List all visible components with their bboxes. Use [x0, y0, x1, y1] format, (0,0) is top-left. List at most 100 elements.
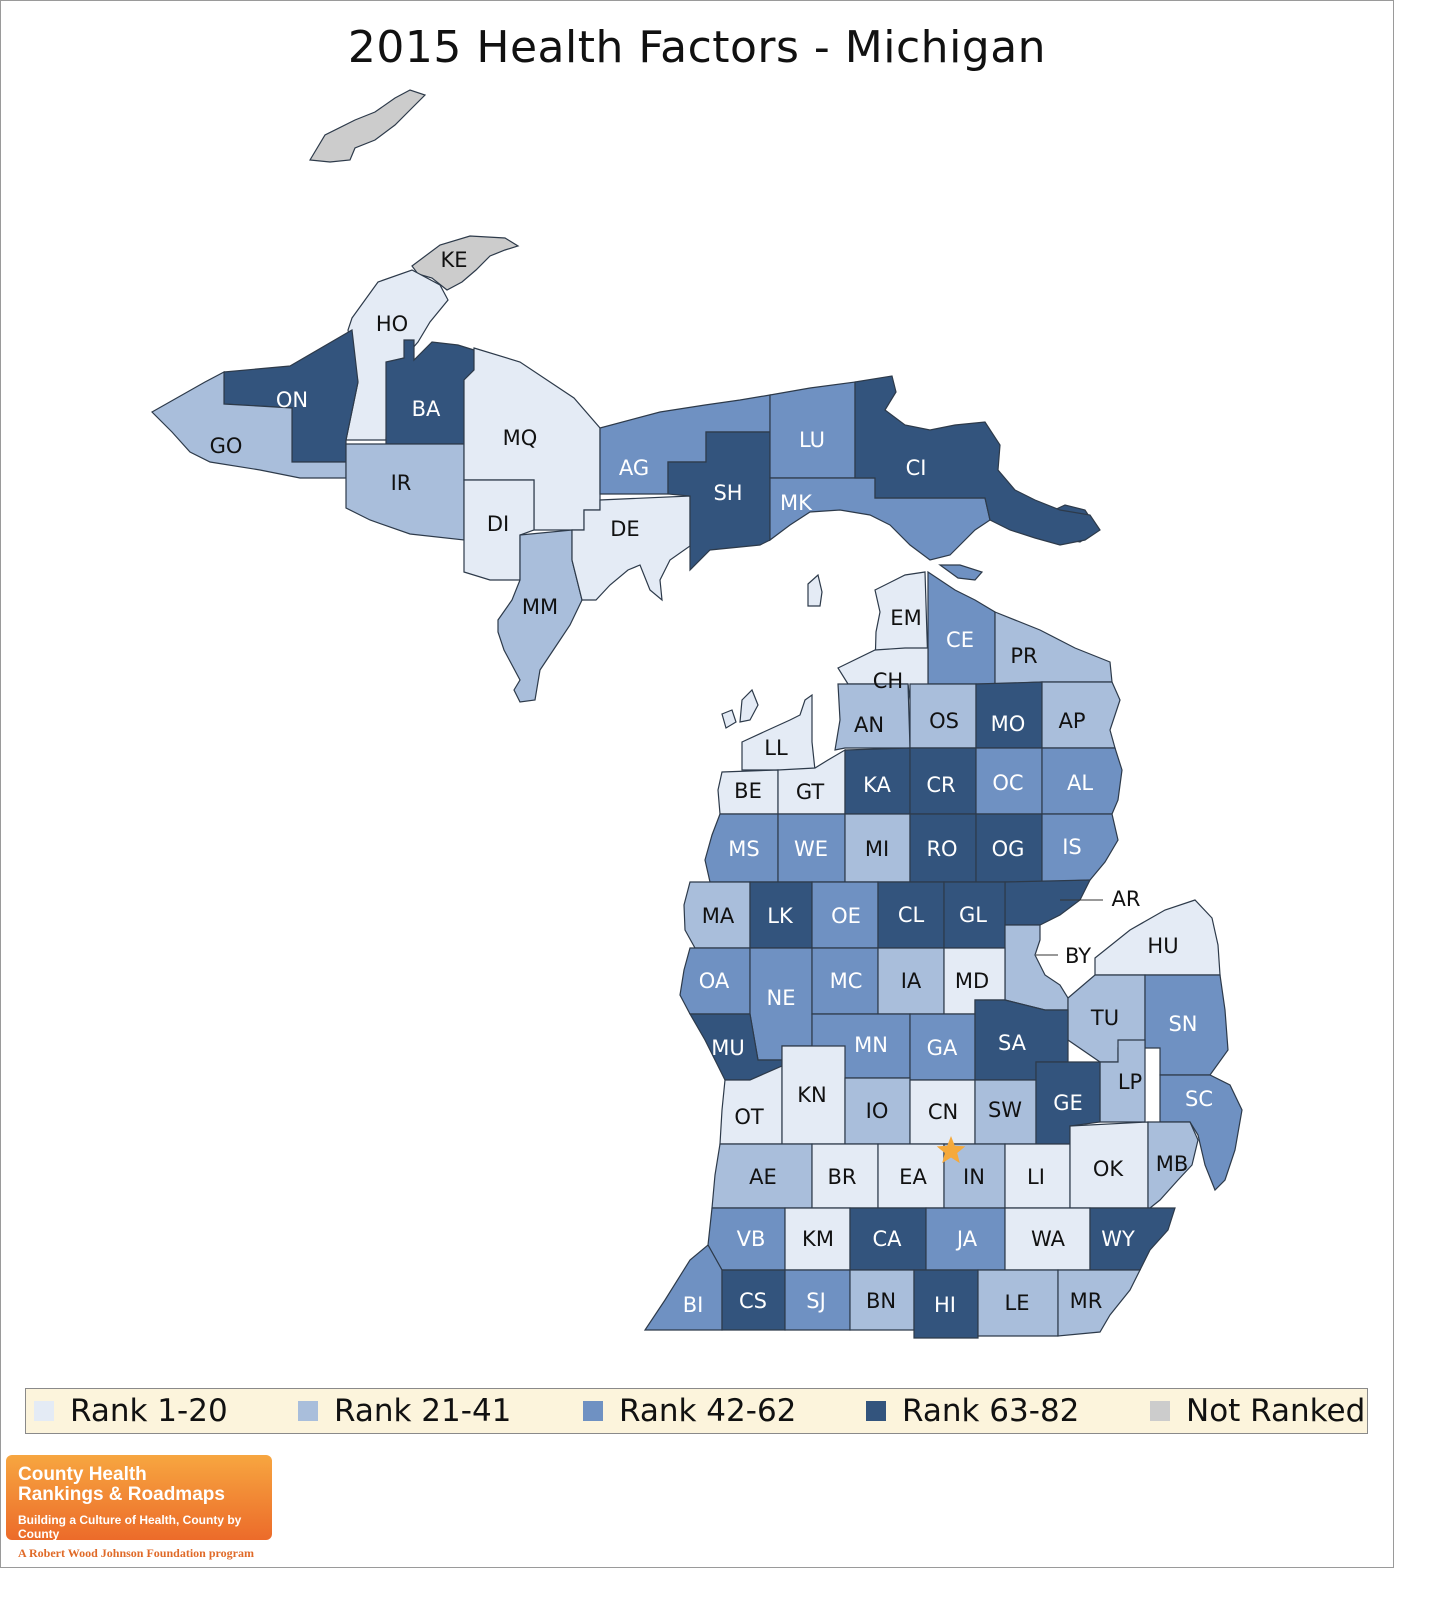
county-label-de: DE	[610, 517, 639, 541]
county-label-ne: NE	[767, 986, 796, 1010]
county-label-ci: CI	[906, 456, 927, 480]
chr-logo[interactable]: County Health Rankings & Roadmaps Buildi…	[6, 1455, 272, 1541]
county-label-ea: EA	[899, 1165, 927, 1189]
legend-label: Rank 42-62	[619, 1393, 797, 1429]
legend-label: Rank 1-20	[70, 1393, 228, 1429]
county-label-mk: MK	[780, 491, 813, 515]
county-label-mi: MI	[865, 837, 889, 861]
manitou-island-shape	[807, 573, 823, 607]
county-de[interactable]	[571, 495, 691, 602]
county-label-ar: AR	[1112, 887, 1141, 911]
legend-swatch	[298, 1401, 318, 1421]
county-label-sh: SH	[713, 481, 742, 505]
county-ar[interactable]	[1004, 879, 1091, 926]
county-an[interactable]	[834, 683, 911, 751]
county-label-oa: OA	[699, 969, 730, 993]
logo-line2: Rankings & Roadmaps	[18, 1484, 225, 1505]
county-label-al: AL	[1067, 771, 1093, 795]
legend-item: Rank 21-41	[298, 1389, 511, 1433]
logo-tagline: Building a Culture of Health, County by …	[18, 1513, 242, 1541]
county-label-go: GO	[210, 434, 243, 458]
legend-label: Rank 21-41	[334, 1393, 512, 1429]
county-label-di: DI	[487, 512, 509, 536]
county-label-em: EM	[890, 606, 921, 630]
legend-item: Rank 1-20	[34, 1389, 228, 1433]
county-label-be: BE	[734, 779, 762, 803]
county-label-mb: MB	[1156, 1152, 1189, 1176]
county-label-ir: IR	[391, 471, 412, 495]
county-bi[interactable]	[643, 1244, 723, 1331]
county-label-wy: WY	[1101, 1227, 1135, 1251]
legend-item: Rank 42-62	[583, 1389, 796, 1433]
county-ke[interactable]	[411, 235, 520, 291]
county-label-oc: OC	[992, 771, 1023, 795]
county-label-bi: BI	[683, 1293, 704, 1317]
county-label-ca: CA	[872, 1227, 902, 1251]
county-label-mr: MR	[1070, 1289, 1103, 1313]
county-label-ho: HO	[376, 312, 408, 336]
county-label-ja: JA	[955, 1227, 978, 1251]
county-label-io: IO	[866, 1099, 889, 1123]
county-label-sa: SA	[998, 1031, 1027, 1055]
county-label-gt: GT	[796, 780, 825, 804]
county-label-ll: LL	[764, 736, 788, 760]
county-label-md: MD	[955, 969, 989, 993]
county-label-ka: KA	[863, 773, 891, 797]
county-label-cn: CN	[928, 1100, 958, 1124]
county-label-mm: MM	[522, 595, 558, 619]
isle-royale-shape	[308, 89, 427, 163]
county-label-is: IS	[1062, 835, 1082, 859]
county-label-mq: MQ	[503, 426, 538, 450]
county-label-ia: IA	[901, 969, 922, 993]
county-label-ag: AG	[619, 456, 649, 480]
county-label-mu: MU	[711, 1036, 745, 1060]
legend-label: Not Ranked	[1186, 1393, 1366, 1429]
map-frame	[0, 0, 1394, 1568]
county-label-ce: CE	[946, 628, 974, 652]
county-label-oe: OE	[831, 904, 861, 928]
county-label-os: OS	[929, 709, 959, 733]
county-label-by: BY	[1065, 944, 1091, 968]
legend-swatch	[866, 1401, 886, 1421]
map-title: 2015 Health Factors - Michigan	[347, 22, 1047, 73]
county-label-pr: PR	[1010, 644, 1037, 668]
county-label-cl: CL	[898, 903, 925, 927]
county-label-mo: MO	[991, 712, 1026, 736]
county-label-br: BR	[828, 1165, 857, 1189]
county-label-ms: MS	[728, 837, 759, 861]
county-hi[interactable]	[913, 1269, 979, 1339]
legend-item: Rank 63-82	[866, 1389, 1079, 1433]
legend-swatch	[34, 1401, 54, 1421]
county-label-cr: CR	[926, 773, 955, 797]
county-label-cs: CS	[739, 1289, 767, 1313]
legend-swatch	[583, 1401, 603, 1421]
county-label-ba: BA	[412, 397, 441, 421]
county-label-og: OG	[992, 837, 1025, 861]
county-ci[interactable]	[854, 375, 1101, 546]
county-label-lu: LU	[799, 428, 825, 452]
county-mr[interactable]	[1057, 1269, 1141, 1337]
legend-swatch	[1150, 1401, 1170, 1421]
county-label-lk: LK	[767, 904, 794, 928]
county-label-tu: TU	[1090, 1006, 1119, 1030]
county-label-li: LI	[1027, 1165, 1045, 1189]
county-label-in: IN	[963, 1165, 985, 1189]
county-label-ae: AE	[749, 1165, 777, 1189]
north-island-shape	[721, 709, 737, 729]
county-by[interactable]	[1004, 924, 1069, 1011]
legend: Rank 1-20 Rank 21-41 Rank 42-62 Rank 63-82 N…	[25, 1388, 1368, 1434]
county-label-hu: HU	[1147, 934, 1178, 958]
legend-label: Rank 63-82	[902, 1393, 1080, 1429]
michigan-county-map: KE HO ON BA GO IR MQ DI MM DE AG SH LU MK CI EM CE PR CH AN…	[151, 89, 1243, 1339]
county-label-ap: AP	[1058, 709, 1085, 733]
county-label-mc: MC	[830, 969, 863, 993]
county-label-bn: BN	[866, 1289, 896, 1313]
county-label-wa: WA	[1031, 1227, 1066, 1251]
county-label-sn: SN	[1168, 1012, 1197, 1036]
county-label-le: LE	[1005, 1291, 1030, 1315]
rwjf-program-note: A Robert Wood Johnson Foundation program	[18, 1546, 254, 1560]
county-label-ga: GA	[927, 1036, 958, 1060]
county-label-we: WE	[794, 837, 828, 861]
county-label-sw: SW	[988, 1098, 1022, 1122]
county-label-ma: MA	[702, 904, 735, 928]
